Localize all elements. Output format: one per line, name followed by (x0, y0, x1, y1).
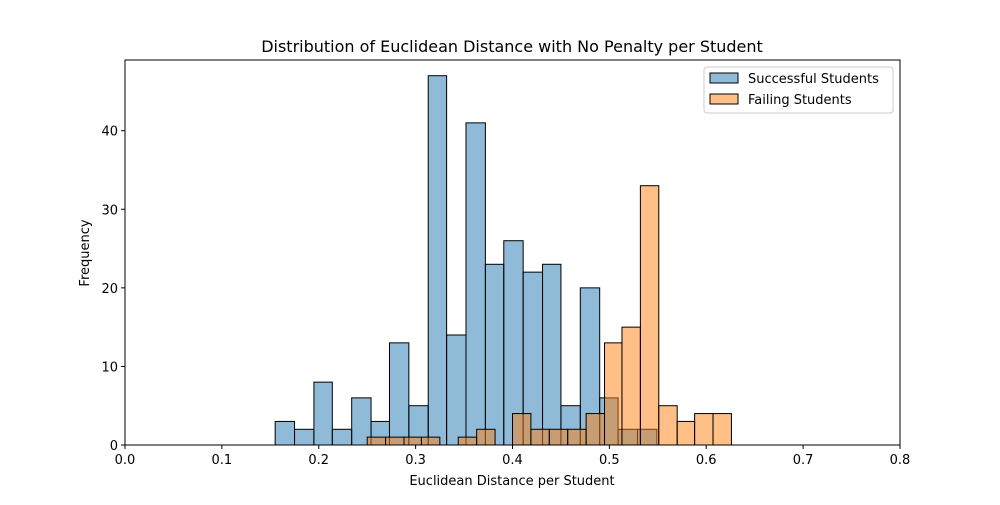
x-tick-label: 0.1 (212, 453, 233, 468)
x-tick-label: 0.8 (890, 453, 911, 468)
series-1-bars (366, 185, 732, 446)
x-axis-label: Euclidean Distance per Student (409, 474, 614, 489)
histogram-bar (385, 436, 405, 446)
legend-swatch-failing (709, 93, 739, 105)
legend-label-failing: Failing Students (748, 93, 852, 108)
y-tick-label: 30 (101, 203, 118, 218)
histogram-bar (548, 428, 569, 446)
histogram-bar (427, 75, 448, 446)
y-tick-label: 10 (101, 360, 118, 375)
histogram-bar (484, 263, 505, 446)
histogram-bar (621, 326, 641, 446)
histogram-bar (403, 436, 422, 446)
histogram-bar (530, 428, 550, 446)
series-0-bars (274, 75, 658, 446)
y-axis-ticks: 0 10 20 30 40 (101, 125, 125, 454)
x-axis-ticks: 0.0 0.1 0.2 0.3 0.4 0.5 0.6 0.7 0.8 (115, 445, 911, 468)
histogram-bar (331, 428, 353, 446)
histogram-bar (512, 413, 532, 446)
histogram-bar (542, 263, 562, 446)
y-tick-label: 20 (101, 282, 118, 297)
histogram-bar (366, 436, 387, 446)
histogram-bar (585, 413, 606, 446)
histogram-bar (313, 381, 333, 446)
histogram-bar (465, 122, 486, 446)
histogram-bar (712, 413, 732, 446)
x-tick-label: 0.6 (696, 453, 717, 468)
chart-title: Distribution of Euclidean Distance with … (261, 37, 763, 56)
y-tick-label: 40 (101, 125, 118, 140)
y-axis-label: Frequency (78, 219, 93, 286)
x-tick-label: 0.4 (502, 453, 523, 468)
histogram-bar (567, 428, 587, 446)
histogram-bar (274, 420, 296, 446)
x-tick-label: 0.2 (308, 453, 329, 468)
histogram-bar (446, 334, 467, 446)
histogram-bar (694, 413, 714, 446)
x-tick-label: 0.0 (115, 453, 136, 468)
histogram-bar (388, 342, 410, 446)
legend-swatch-successful (709, 72, 739, 84)
histogram-bar (658, 405, 678, 446)
y-tick-label: 0 (110, 439, 118, 454)
histogram-bar (604, 342, 623, 446)
x-tick-label: 0.3 (405, 453, 426, 468)
histogram-bar (476, 428, 496, 446)
histogram-bar (457, 436, 478, 446)
histogram-bar (420, 436, 441, 446)
histogram-bar (676, 420, 696, 446)
legend-label-successful: Successful Students (748, 72, 879, 87)
legend: Successful Students Failing Students (703, 66, 894, 114)
legend-frame (703, 66, 894, 114)
bars-layer (274, 75, 732, 446)
x-tick-label: 0.7 (793, 453, 814, 468)
histogram-bar (639, 185, 660, 446)
histogram-bar (294, 428, 315, 446)
x-tick-label: 0.5 (599, 453, 620, 468)
